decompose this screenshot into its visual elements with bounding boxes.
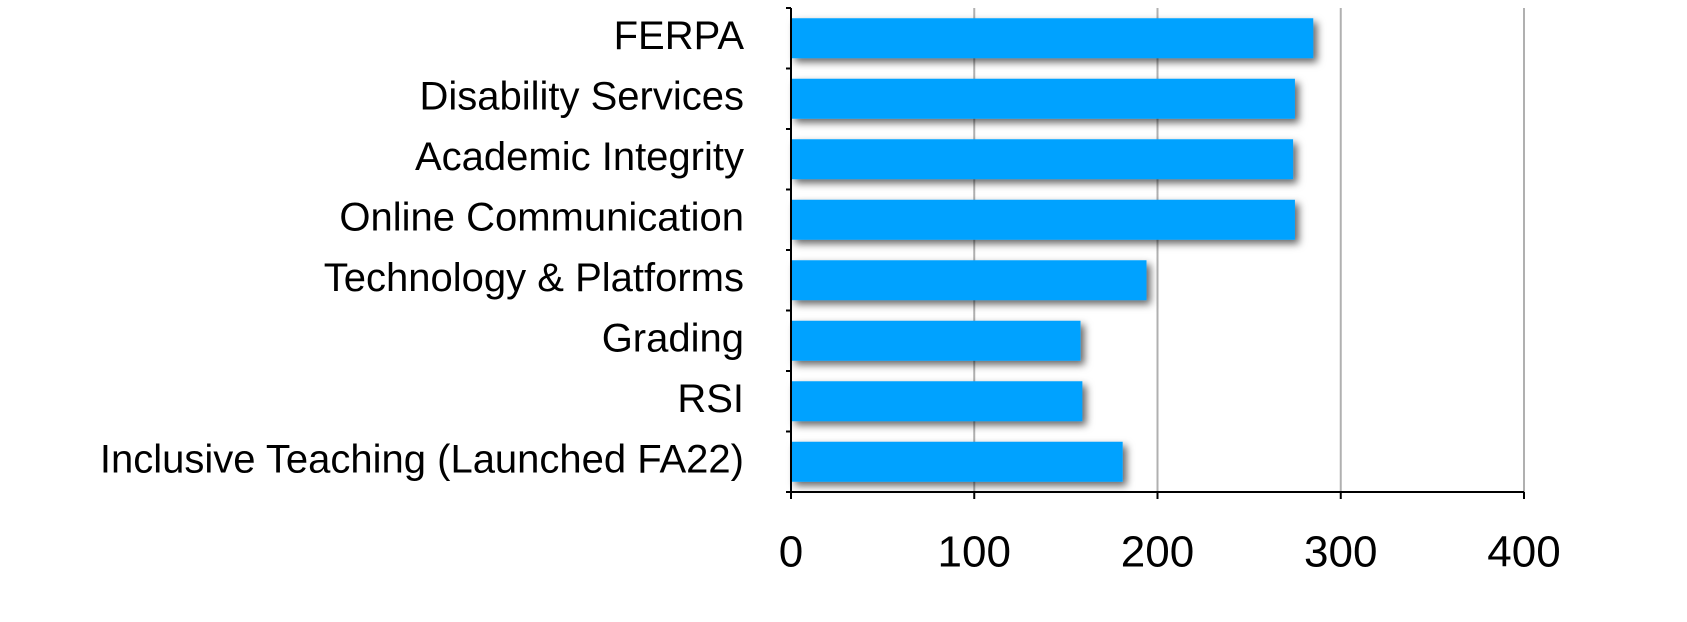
y-tick-label: FERPA: [614, 14, 745, 58]
x-tick-label: 400: [1487, 528, 1560, 577]
y-tick-label: Online Communication: [339, 195, 744, 239]
bar: [791, 139, 1294, 180]
bar: [791, 260, 1147, 301]
bar: [791, 320, 1081, 361]
x-tick-label: 0: [779, 528, 803, 577]
bar: [791, 381, 1083, 422]
bar: [791, 199, 1295, 240]
bar: [791, 441, 1123, 482]
bar: [791, 78, 1295, 119]
x-tick-label: 100: [938, 528, 1011, 577]
y-tick-label: RSI: [677, 377, 744, 421]
y-tick-label: Technology & Platforms: [324, 256, 744, 300]
y-tick-label: Grading: [602, 316, 744, 360]
x-tick-label: 300: [1304, 528, 1377, 577]
y-tick-label: Disability Services: [419, 74, 744, 118]
bar: [791, 18, 1314, 59]
y-tick-label: Inclusive Teaching (Launched FA22): [100, 437, 744, 481]
y-tick-label: Academic Integrity: [415, 135, 744, 179]
x-tick-label: 200: [1121, 528, 1194, 577]
